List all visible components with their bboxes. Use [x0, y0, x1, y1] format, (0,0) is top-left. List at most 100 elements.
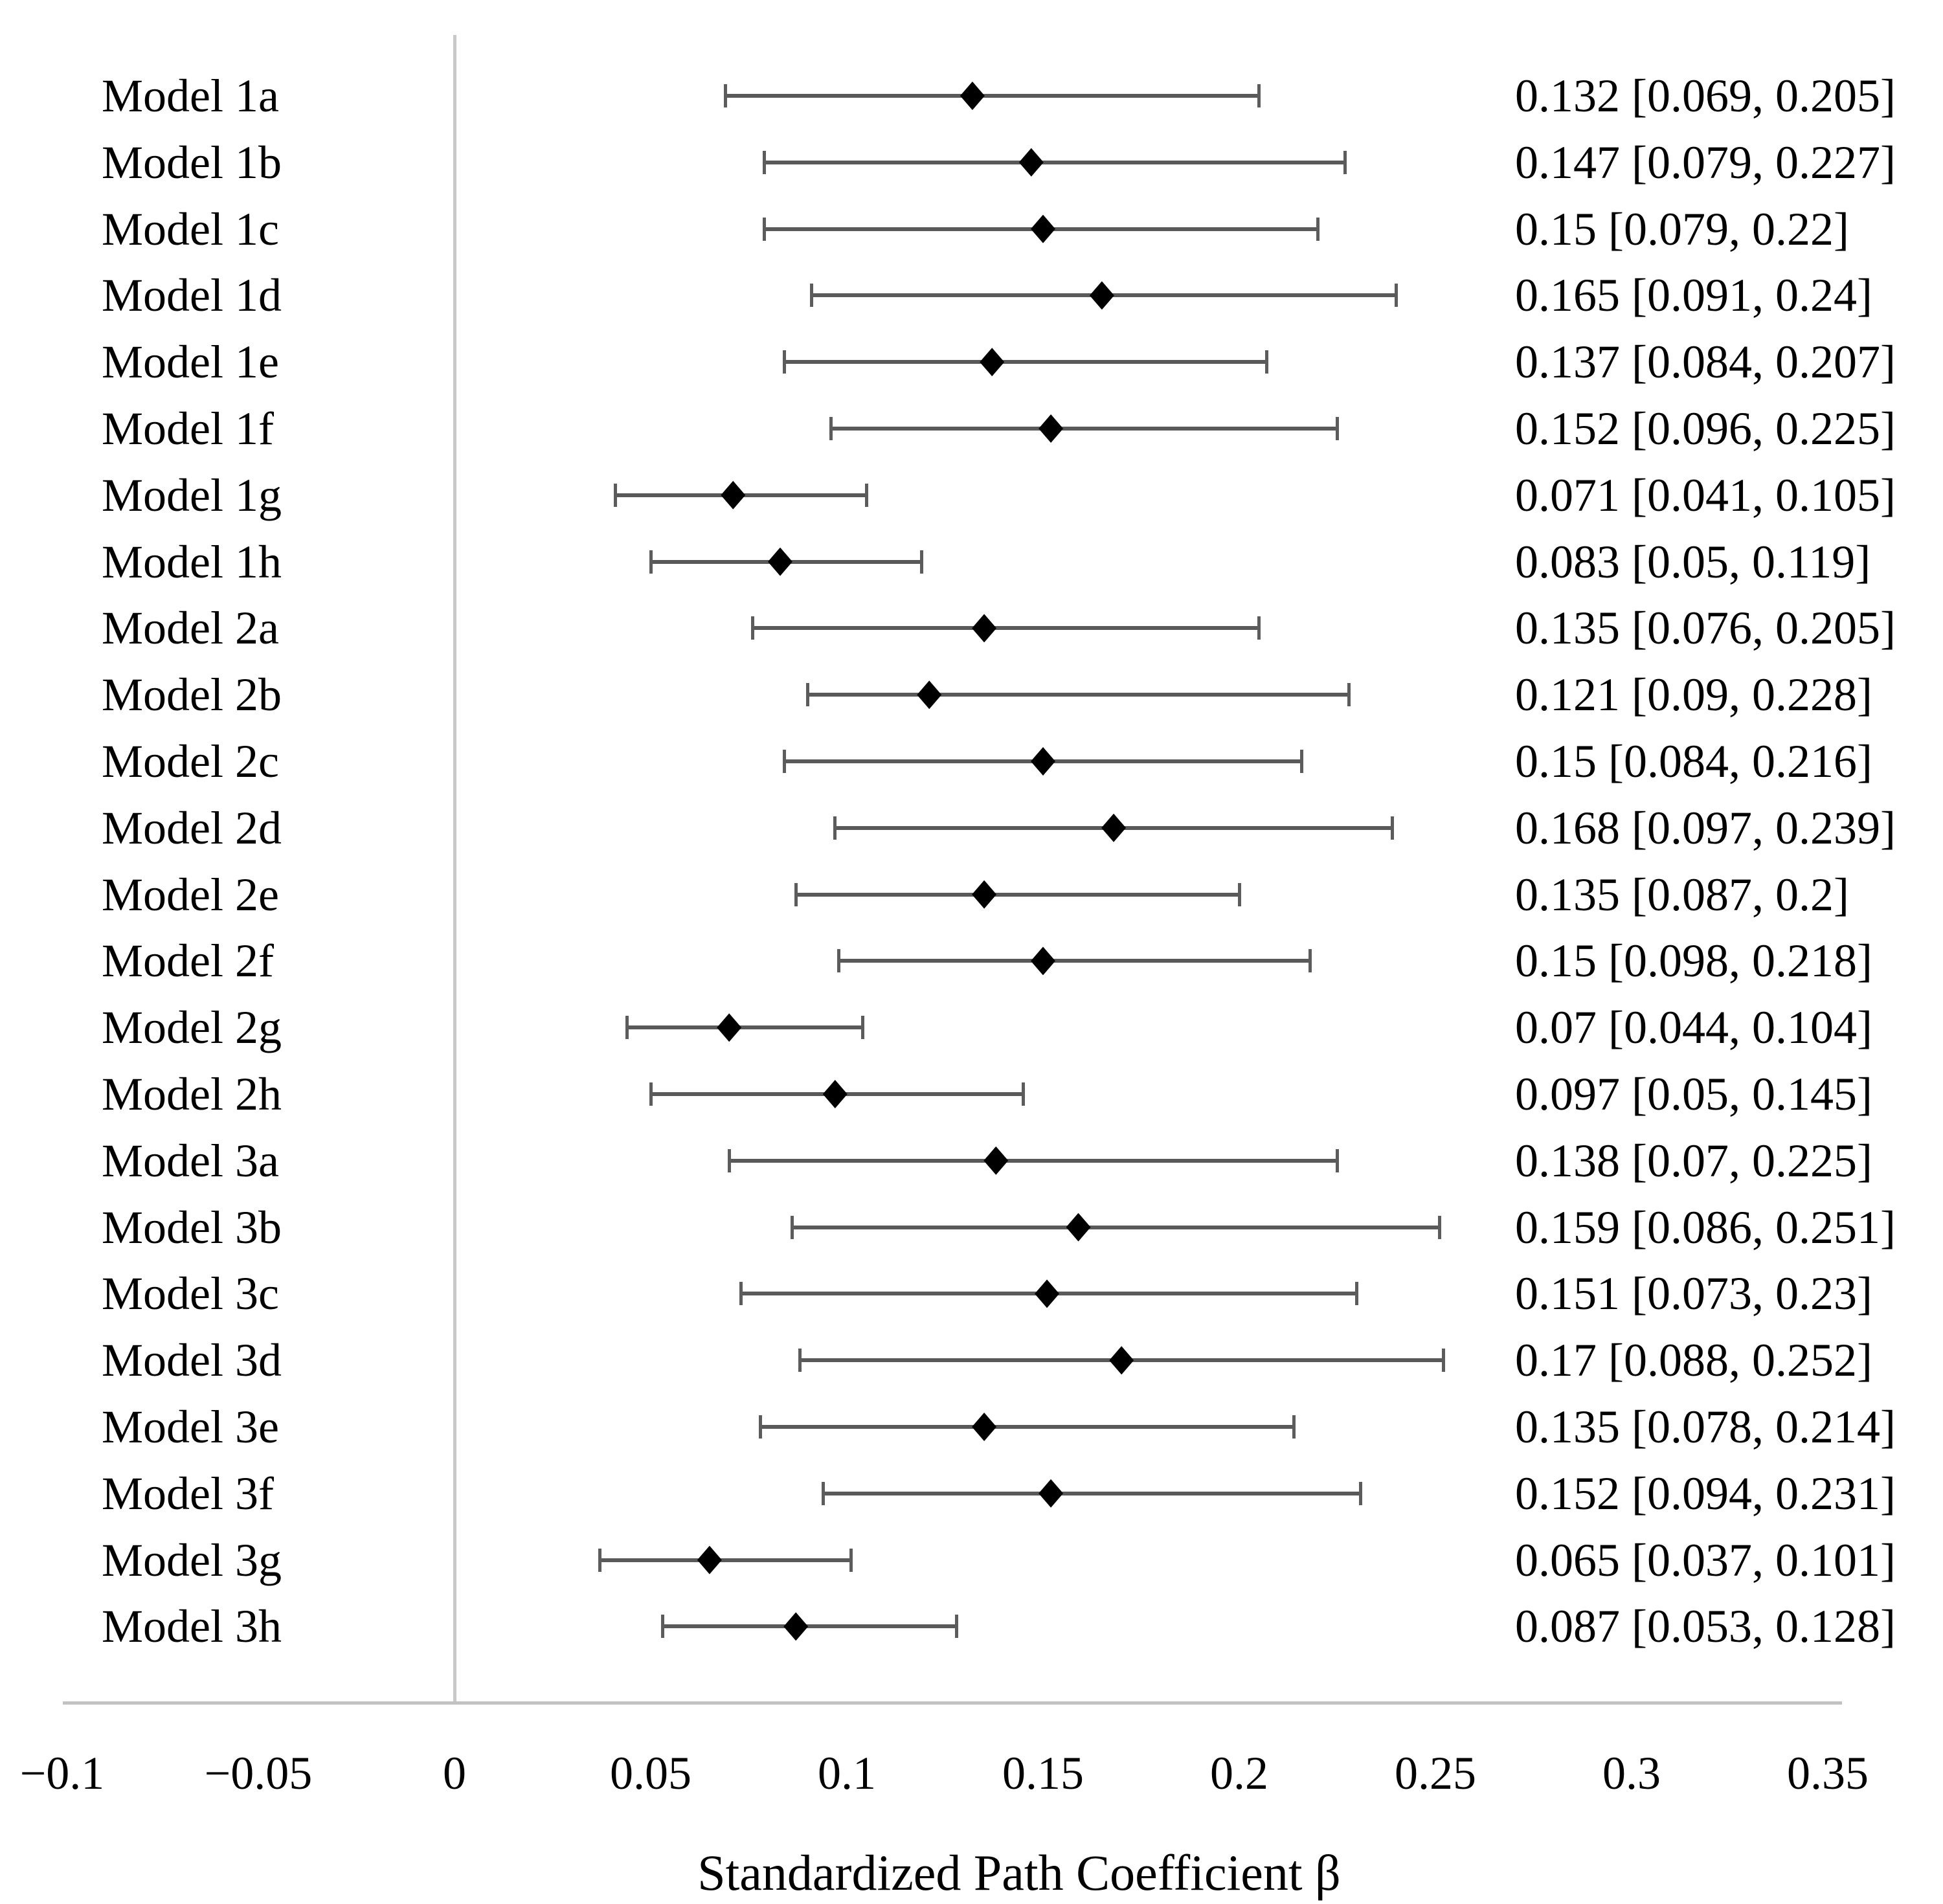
model-label: Model 2g: [102, 1002, 282, 1054]
estimate-ci-text: 0.083 [0.05, 0.119]: [1515, 535, 1871, 588]
point-estimate-marker: [1066, 1213, 1091, 1242]
model-label: Model 1h: [102, 535, 282, 588]
ci-cap-left: [809, 284, 813, 308]
estimate-ci-text: 0.159 [0.086, 0.251]: [1515, 1201, 1896, 1253]
model-label: Model 3e: [102, 1401, 279, 1453]
ci-cap-left: [727, 1148, 731, 1172]
x-tick-label: 0.25: [1395, 1747, 1476, 1799]
ci-cap-right: [1022, 1082, 1026, 1106]
forest-row: Model 1c 0.15 [0.079, 0.22]: [0, 196, 1943, 263]
x-axis-title: Standardized Path Coefficient β: [697, 1844, 1341, 1901]
forest-row: Model 3c 0.151 [0.073, 0.23]: [0, 1260, 1943, 1327]
estimate-ci-text: 0.15 [0.079, 0.22]: [1515, 203, 1849, 255]
ci-whisker-line: [725, 94, 1259, 98]
model-label: Model 3c: [102, 1268, 279, 1320]
estimate-ci-text: 0.121 [0.09, 0.228]: [1515, 669, 1872, 721]
ci-whisker-line: [729, 1158, 1338, 1163]
ci-cap-left: [739, 1282, 743, 1306]
model-label: Model 2c: [102, 735, 279, 787]
ci-whisker-line: [752, 626, 1259, 631]
estimate-ci-text: 0.151 [0.073, 0.23]: [1515, 1268, 1872, 1320]
model-label: Model 3d: [102, 1334, 282, 1387]
ci-whisker-line: [784, 360, 1267, 364]
estimate-ci-text: 0.15 [0.098, 0.218]: [1515, 935, 1872, 987]
estimate-ci-text: 0.168 [0.097, 0.239]: [1515, 801, 1896, 854]
ci-cap-right: [849, 1548, 853, 1572]
estimate-ci-text: 0.135 [0.087, 0.2]: [1515, 868, 1849, 921]
x-tick-label: 0: [443, 1747, 466, 1799]
point-estimate-marker: [983, 1146, 1009, 1175]
point-estimate-marker: [972, 614, 997, 643]
forest-row: Model 3d 0.17 [0.088, 0.252]: [0, 1327, 1943, 1394]
estimate-ci-text: 0.137 [0.084, 0.207]: [1515, 336, 1896, 388]
x-axis-line: [63, 1701, 1842, 1705]
ci-cap-left: [763, 150, 767, 174]
ci-cap-right: [1336, 1148, 1339, 1172]
ci-cap-left: [751, 616, 755, 640]
ci-cap-left: [660, 1615, 664, 1639]
point-estimate-marker: [767, 547, 792, 576]
ci-cap-right: [1343, 150, 1347, 174]
model-label: Model 1e: [102, 336, 279, 388]
ci-cap-right: [1292, 1415, 1296, 1439]
point-estimate-marker: [1035, 1279, 1060, 1308]
forest-row: Model 2h 0.097 [0.05, 0.145]: [0, 1060, 1943, 1128]
model-label: Model 2a: [102, 602, 279, 655]
point-estimate-marker: [1039, 414, 1064, 443]
ci-cap-left: [613, 483, 617, 507]
model-label: Model 1b: [102, 136, 282, 188]
point-estimate-marker: [1109, 1346, 1134, 1375]
forest-row: Model 1h 0.083 [0.05, 0.119]: [0, 528, 1943, 596]
forest-row: Model 1f 0.152 [0.096, 0.225]: [0, 395, 1943, 462]
point-estimate-marker: [980, 348, 1005, 377]
point-estimate-marker: [1101, 813, 1127, 842]
point-estimate-marker: [1031, 214, 1055, 243]
model-label: Model 1d: [102, 269, 282, 322]
ci-cap-right: [1437, 1215, 1441, 1239]
ci-whisker-line: [831, 427, 1338, 431]
model-label: Model 3f: [102, 1467, 274, 1519]
x-tick-label: 0.1: [818, 1747, 876, 1799]
model-label: Model 2b: [102, 669, 282, 721]
ci-cap-left: [837, 949, 841, 973]
point-estimate-marker: [717, 1013, 742, 1042]
point-estimate-marker: [1089, 281, 1114, 310]
forest-row: Model 3g 0.065 [0.037, 0.101]: [0, 1527, 1943, 1594]
ci-cap-left: [763, 217, 767, 241]
estimate-ci-text: 0.071 [0.041, 0.105]: [1515, 469, 1896, 521]
forest-row: Model 1b 0.147 [0.079, 0.227]: [0, 129, 1943, 196]
ci-whisker-line: [760, 1425, 1294, 1429]
ci-cap-right: [860, 1016, 864, 1040]
estimate-ci-text: 0.135 [0.076, 0.205]: [1515, 602, 1896, 655]
x-tick-label: 0.15: [1002, 1747, 1084, 1799]
ci-whisker-line: [627, 1025, 863, 1030]
x-tick-label: 0.35: [1787, 1747, 1869, 1799]
x-tick-label: 0.05: [610, 1747, 691, 1799]
ci-cap-left: [790, 1215, 794, 1239]
ci-cap-left: [829, 417, 833, 440]
ci-whisker-line: [600, 1558, 851, 1562]
ci-whisker-line: [838, 959, 1310, 963]
ci-cap-right: [919, 550, 923, 574]
forest-row: Model 1d 0.165 [0.091, 0.24]: [0, 262, 1943, 329]
model-label: Model 3g: [102, 1534, 282, 1586]
ci-cap-right: [864, 483, 868, 507]
ci-cap-right: [1316, 217, 1320, 241]
ci-cap-left: [782, 350, 786, 374]
ci-cap-right: [1300, 750, 1304, 773]
forest-row: Model 2b 0.121 [0.09, 0.228]: [0, 661, 1943, 728]
ci-cap-left: [798, 1349, 802, 1372]
point-estimate-marker: [1018, 148, 1044, 177]
ci-cap-right: [1237, 882, 1241, 906]
model-label: Model 1c: [102, 203, 279, 255]
point-estimate-marker: [917, 680, 942, 710]
ci-cap-right: [1264, 350, 1268, 374]
ci-cap-right: [1355, 1282, 1359, 1306]
ci-cap-left: [649, 550, 653, 574]
model-label: Model 2d: [102, 801, 282, 854]
ci-cap-right: [1390, 816, 1394, 840]
point-estimate-marker: [697, 1545, 722, 1574]
ci-cap-right: [1257, 616, 1261, 640]
ci-whisker-line: [796, 892, 1239, 897]
